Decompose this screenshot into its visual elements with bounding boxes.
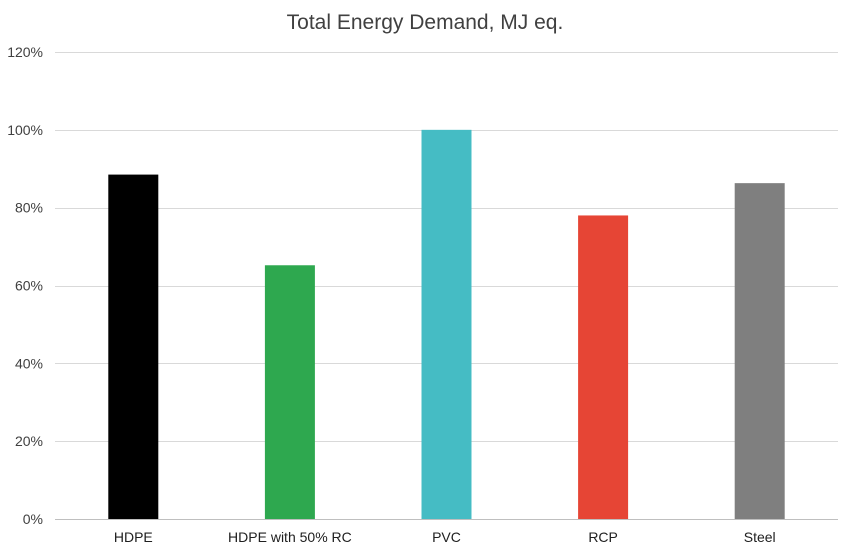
y-tick-label: 100% (7, 122, 43, 138)
x-category-label: PVC (432, 529, 461, 545)
y-tick-label: 40% (15, 355, 43, 371)
y-tick-label: 0% (23, 511, 43, 527)
bar-steel (734, 183, 785, 519)
x-category-label: Steel (744, 529, 776, 545)
x-category-label: HDPE with 50% RC (228, 529, 352, 545)
y-tick-label: 80% (15, 200, 43, 216)
y-axis-tick-labels: 0% 20% 40% 60% 80% 100% 120% (7, 44, 43, 527)
bar-hdpe-with-50-rc (264, 265, 315, 519)
y-tick-label: 120% (7, 44, 43, 60)
x-category-label: HDPE (114, 529, 153, 545)
x-category-label: RCP (588, 529, 618, 545)
y-tick-label: 60% (15, 278, 43, 294)
x-axis-category-labels: HDPE HDPE with 50% RC PVC RCP Steel (114, 529, 776, 545)
bars (108, 129, 785, 520)
y-tick-label: 20% (15, 433, 43, 449)
bar-pvc (421, 129, 472, 520)
bar-rcp (578, 215, 629, 519)
bar-hdpe (108, 174, 159, 519)
chart-title: Total Energy Demand, MJ eq. (287, 11, 564, 34)
